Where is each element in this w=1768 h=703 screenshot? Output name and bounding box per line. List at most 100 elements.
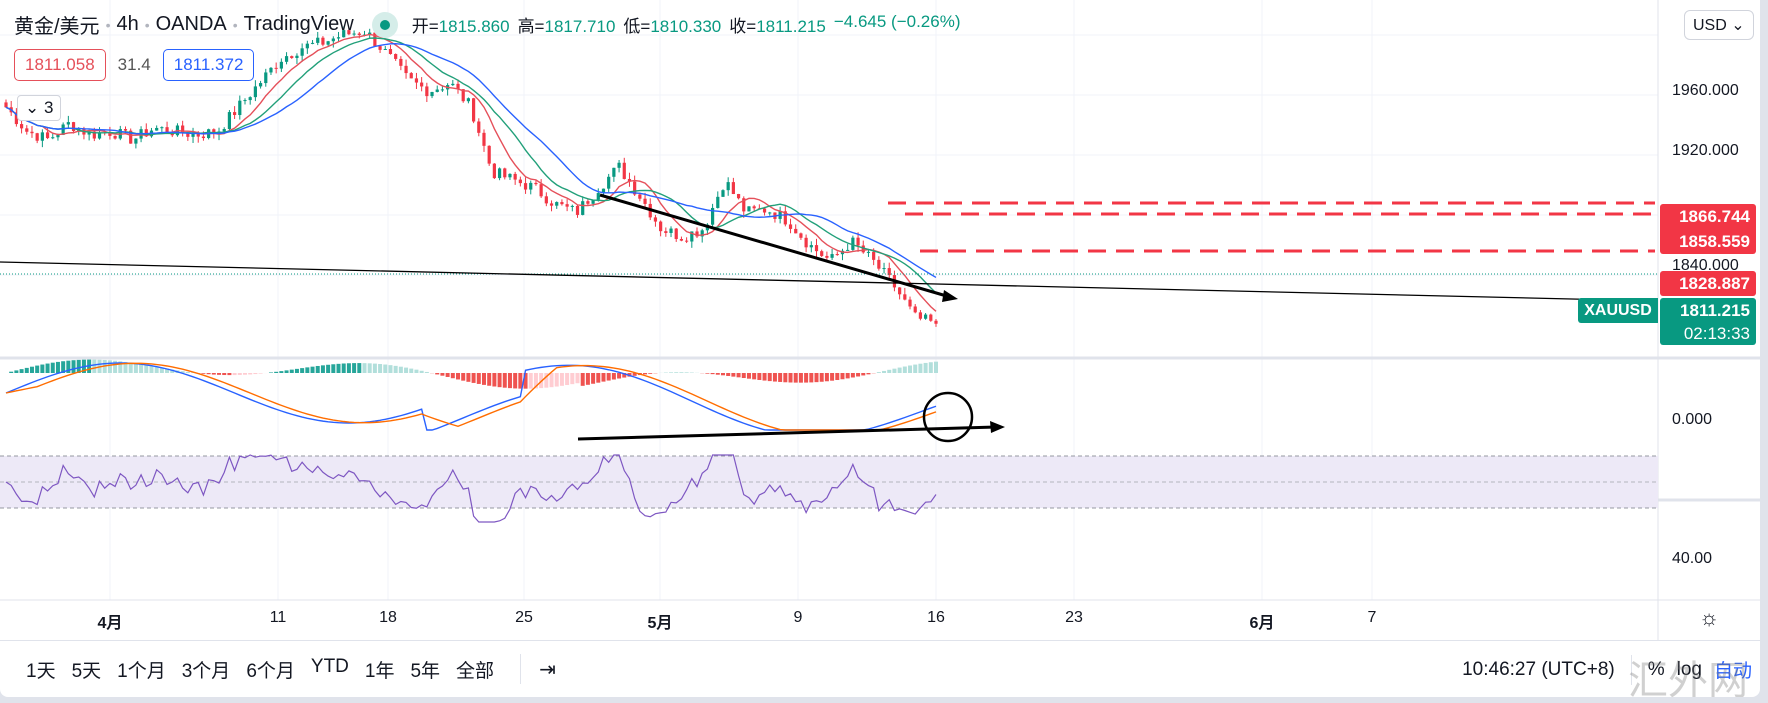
timeframe-button[interactable]: 1天 (26, 660, 56, 682)
timeframe-button[interactable]: 1年 (364, 660, 395, 682)
time-tick: 4月 (97, 615, 123, 632)
percent-toggle[interactable]: % (1647, 658, 1665, 680)
interval[interactable]: 4h (116, 13, 139, 35)
candle-body (591, 199, 595, 204)
macd-histogram-bar (845, 373, 850, 379)
auto-scale-toggle[interactable]: 自动 (1713, 661, 1752, 682)
candle-body (414, 78, 419, 83)
macd-histogram-bar (601, 373, 606, 382)
ma-blue-value[interactable]: 1811.372 (162, 49, 255, 81)
candle-body (113, 135, 117, 139)
candle-body (523, 183, 528, 190)
candle-body (679, 239, 684, 241)
macd-histogram-bar (242, 373, 247, 375)
clock[interactable]: 10:46:27 (UTC+8) (1462, 658, 1615, 680)
indicators-collapse-button[interactable]: ⌄ 3 (17, 95, 62, 121)
candle-body (212, 129, 216, 134)
macd-histogram-bar (502, 373, 507, 388)
macd-histogram-bar (736, 373, 741, 378)
candle-body (326, 41, 330, 45)
macd-histogram-bar (559, 373, 564, 386)
chart-canvas[interactable] (0, 0, 1760, 640)
candle-body (394, 53, 398, 59)
settings-gear-icon[interactable]: ☼ (1699, 605, 1720, 630)
candle-body (352, 33, 356, 35)
candle-body (300, 48, 304, 56)
macd-histogram-bar (585, 373, 590, 385)
timeframe-button[interactable]: 6个月 (246, 660, 295, 682)
candle-body (191, 133, 195, 137)
candle-body (497, 168, 502, 179)
macd-histogram-bar (507, 373, 512, 389)
macd-histogram-bar (902, 366, 907, 373)
candle-body (596, 193, 600, 200)
macd-histogram-bar (123, 361, 128, 373)
bottom-toolbar: 1天 5天 1个月 3个月 6个月 YTD 1年 5年 全部 ⇥ 10:46:27 (UTC+8… (0, 640, 1760, 697)
candle-body (799, 233, 803, 238)
candle-body (861, 245, 865, 253)
macd-histogram-bar (466, 373, 471, 382)
ma-red-value[interactable]: 1811.058 (14, 49, 106, 81)
candle-body (56, 134, 60, 138)
macd-histogram-bar (913, 364, 918, 373)
macd-histogram-bar (866, 373, 871, 375)
candle-body (887, 268, 891, 276)
candle-body (695, 231, 699, 237)
candle-body (622, 162, 626, 179)
candle-body (201, 136, 206, 139)
candle-body (503, 168, 507, 178)
candle-body (669, 228, 673, 233)
log-toggle[interactable]: log (1676, 658, 1702, 680)
macd-histogram-bar (237, 373, 242, 375)
candle-body (742, 198, 746, 212)
candle-body (513, 173, 517, 180)
indicator-values: 1811.058 31.4 1811.372 (14, 49, 255, 81)
candle-body (487, 145, 491, 164)
candle-body (762, 208, 767, 213)
macd-histogram-bar (55, 361, 60, 373)
macd-histogram-bar (424, 371, 429, 373)
candle-body (30, 131, 34, 134)
candle-body (814, 245, 819, 252)
symbol-name[interactable]: 黄金/美元 (14, 16, 100, 38)
candle-body (726, 182, 730, 191)
candle-body (456, 83, 460, 90)
candle-body (788, 224, 793, 229)
macd-histogram-bar (497, 373, 502, 388)
chevron-down-icon: ⌄ (1731, 17, 1745, 34)
timeframe-button[interactable]: 全部 (456, 660, 495, 682)
timeframe-button[interactable]: YTD (310, 655, 349, 677)
candle-body (258, 83, 263, 87)
ma-blue-line (5, 43, 937, 279)
highlight-circle (922, 391, 974, 443)
candle-body (877, 259, 881, 269)
macd-histogram-bar (315, 365, 320, 373)
macd-histogram-bar (798, 373, 803, 383)
macd-histogram-bar (310, 366, 315, 373)
time-tick: 25 (515, 609, 533, 626)
candle-body (471, 98, 476, 122)
macd-histogram-bar (445, 373, 450, 377)
timeframe-button[interactable]: 3个月 (181, 660, 231, 682)
trend-arrow-line (599, 193, 951, 299)
timeframe-button[interactable]: 1个月 (117, 660, 166, 682)
candle-body (420, 82, 424, 87)
timeframe-button[interactable]: 5天 (71, 660, 102, 682)
candle-body (825, 255, 829, 258)
timeframe-button[interactable]: 5年 (410, 660, 441, 682)
macd-histogram-bar (352, 363, 357, 373)
goto-date-icon[interactable]: ⇥ (539, 658, 556, 681)
candle-body (383, 48, 387, 50)
candle-body (685, 240, 689, 242)
candle-body (809, 245, 813, 248)
candle-body (253, 86, 257, 98)
currency-button[interactable]: USD ⌄ (1684, 10, 1754, 40)
time-tick: 16 (927, 609, 945, 626)
candle-body (316, 37, 320, 43)
macd-histogram-bar (435, 373, 440, 375)
macd-histogram-bar (876, 372, 881, 373)
candle-body (186, 133, 190, 137)
macd-histogram-bar (720, 373, 725, 376)
macd-histogram-bar (928, 362, 933, 373)
